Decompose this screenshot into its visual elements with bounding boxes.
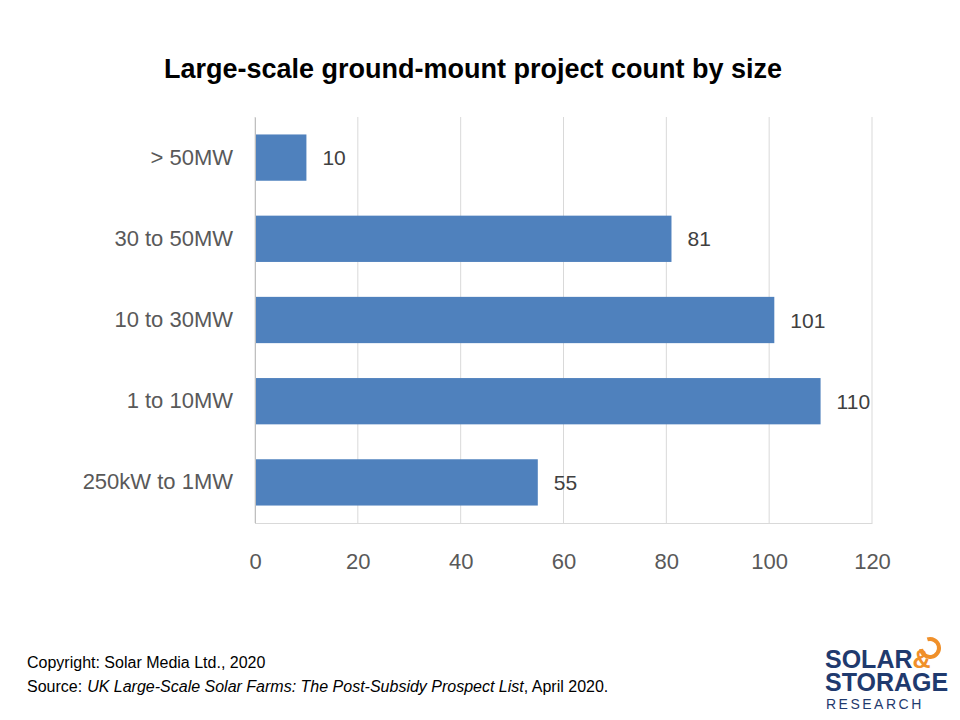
x-tick: 60 — [552, 523, 576, 574]
data-label: 55 — [554, 471, 577, 494]
source: Source: UK Large-Scale Solar Farms: The P… — [27, 678, 608, 695]
bar — [255, 459, 538, 505]
y-tick-label: 30 to 50MW — [114, 226, 233, 251]
x-tick-label: 20 — [346, 549, 370, 574]
y-tick-label: 250kW to 1MW — [83, 469, 234, 494]
x-tick-label: 80 — [655, 549, 679, 574]
copyright: Copyright: Solar Media Ltd., 2020 — [27, 654, 265, 671]
x-tick: 40 — [449, 523, 473, 574]
data-label: 110 — [837, 390, 870, 413]
title: Large-scale ground-mount project count b… — [164, 54, 782, 84]
bar — [255, 378, 821, 424]
x-tick-label: 120 — [854, 549, 891, 574]
x-tick: 0 — [249, 523, 261, 574]
y-tick: 1 to 10MW — [127, 388, 255, 413]
x-tick: 120 — [854, 523, 891, 574]
source-date: , April 2020. — [524, 678, 609, 695]
grid-line — [255, 117, 256, 523]
y-tick-label: 10 to 30MW — [114, 307, 233, 332]
logo-word: RESEARCH — [826, 696, 924, 712]
bar — [255, 297, 774, 343]
bar — [255, 216, 671, 262]
y-axis-line — [255, 118, 256, 524]
x-tick-label: 0 — [249, 549, 261, 574]
grid-line — [872, 117, 873, 523]
y-tick-label: 1 to 10MW — [127, 388, 234, 413]
data-labels: 10 81 101 110 55 — [322, 146, 870, 494]
x-tick-label: 60 — [552, 549, 576, 574]
data-label: 10 — [322, 146, 345, 169]
x-tick: 20 — [346, 523, 370, 574]
x-tick-label: 40 — [449, 549, 473, 574]
data-label: 81 — [687, 227, 710, 250]
y-tick-label: > 50MW — [150, 145, 233, 170]
x-axis: 0 20 40 60 80 100 120 — [249, 523, 890, 574]
x-axis-line — [256, 523, 873, 524]
source-title: UK Large-Scale Solar Farms: The Post-Sub… — [87, 678, 524, 695]
y-axis: > 50MW 30 to 50MW 10 to 30MW 1 to 10MW 250kW… — [83, 118, 256, 524]
chart: Large-scale ground-mount project count b… — [0, 0, 960, 720]
bar — [255, 134, 306, 180]
source-label: Source: — [27, 678, 82, 695]
data-label: 101 — [790, 309, 825, 332]
logo: SOLAR&STORAGERESEARCH — [825, 637, 948, 712]
y-tick: 30 to 50MW — [114, 226, 255, 251]
logo-word: STORAGE — [825, 668, 948, 696]
x-tick: 80 — [655, 523, 679, 574]
x-tick-label: 100 — [751, 549, 788, 574]
bars — [255, 134, 821, 505]
x-tick: 100 — [751, 523, 788, 574]
y-tick: 10 to 30MW — [114, 307, 255, 332]
y-tick: > 50MW — [150, 145, 255, 170]
y-tick: 250kW to 1MW — [83, 469, 255, 494]
grid — [255, 117, 872, 523]
